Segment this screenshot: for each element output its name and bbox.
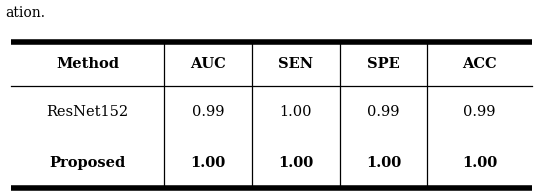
Text: 0.99: 0.99: [367, 105, 400, 118]
Text: ACC: ACC: [462, 57, 497, 71]
Text: 1.00: 1.00: [462, 156, 497, 170]
Text: 0.99: 0.99: [192, 105, 225, 118]
Text: 1.00: 1.00: [278, 156, 313, 170]
Text: Method: Method: [56, 57, 119, 71]
Text: 0.99: 0.99: [463, 105, 496, 118]
Text: 1.00: 1.00: [191, 156, 226, 170]
Text: ResNet152: ResNet152: [47, 105, 129, 118]
Text: 1.00: 1.00: [279, 105, 312, 118]
Text: 1.00: 1.00: [366, 156, 401, 170]
Text: SPE: SPE: [367, 57, 400, 71]
Text: Proposed: Proposed: [49, 156, 126, 170]
Text: AUC: AUC: [190, 57, 226, 71]
Text: ation.: ation.: [5, 7, 45, 20]
Text: SEN: SEN: [278, 57, 313, 71]
